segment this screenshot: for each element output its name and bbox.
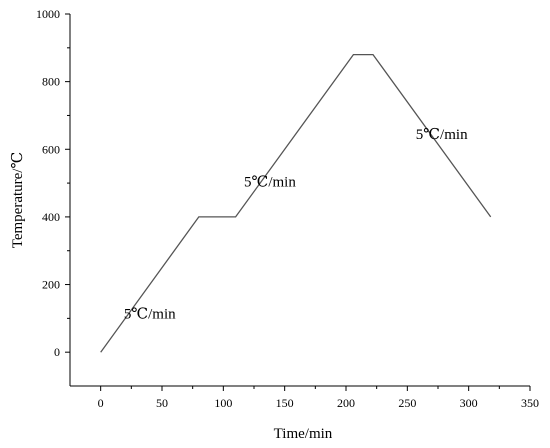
rate-annotation: 5℃/min: [244, 174, 296, 190]
rate-annotation: 5℃/min: [416, 127, 468, 143]
x-tick-label: 150: [276, 396, 294, 410]
y-tick-label: 400: [42, 210, 60, 224]
annotations: 5℃/min 5℃/min 5℃/min: [124, 127, 468, 322]
y-tick-label: 0: [54, 345, 60, 359]
x-tick-label: 0: [98, 396, 104, 410]
x-tick-label: 250: [398, 396, 416, 410]
series-line: [100, 53, 492, 353]
x-tick-label: 300: [460, 396, 478, 410]
x-tick-label: 200: [337, 396, 355, 410]
y-tick-label: 600: [42, 142, 60, 156]
rate-annotation: 5℃/min: [124, 306, 176, 322]
y-tick-label: 1000: [36, 7, 60, 21]
x-tick-label: 50: [156, 396, 168, 410]
y-tick-label: 200: [42, 278, 60, 292]
y-tick-label: 800: [42, 75, 60, 89]
x-axis-title: Time/min: [274, 426, 333, 442]
x-tick-label: 100: [214, 396, 232, 410]
axes-frame: [69, 14, 530, 387]
y-axis-title: Temperature/℃: [10, 152, 26, 249]
axis-ticks: 0 50 100 150 200 250 300 350 0 200 400 600 800 1000: [36, 7, 539, 410]
x-tick-label: 350: [521, 396, 539, 410]
series-layer: [100, 53, 492, 353]
